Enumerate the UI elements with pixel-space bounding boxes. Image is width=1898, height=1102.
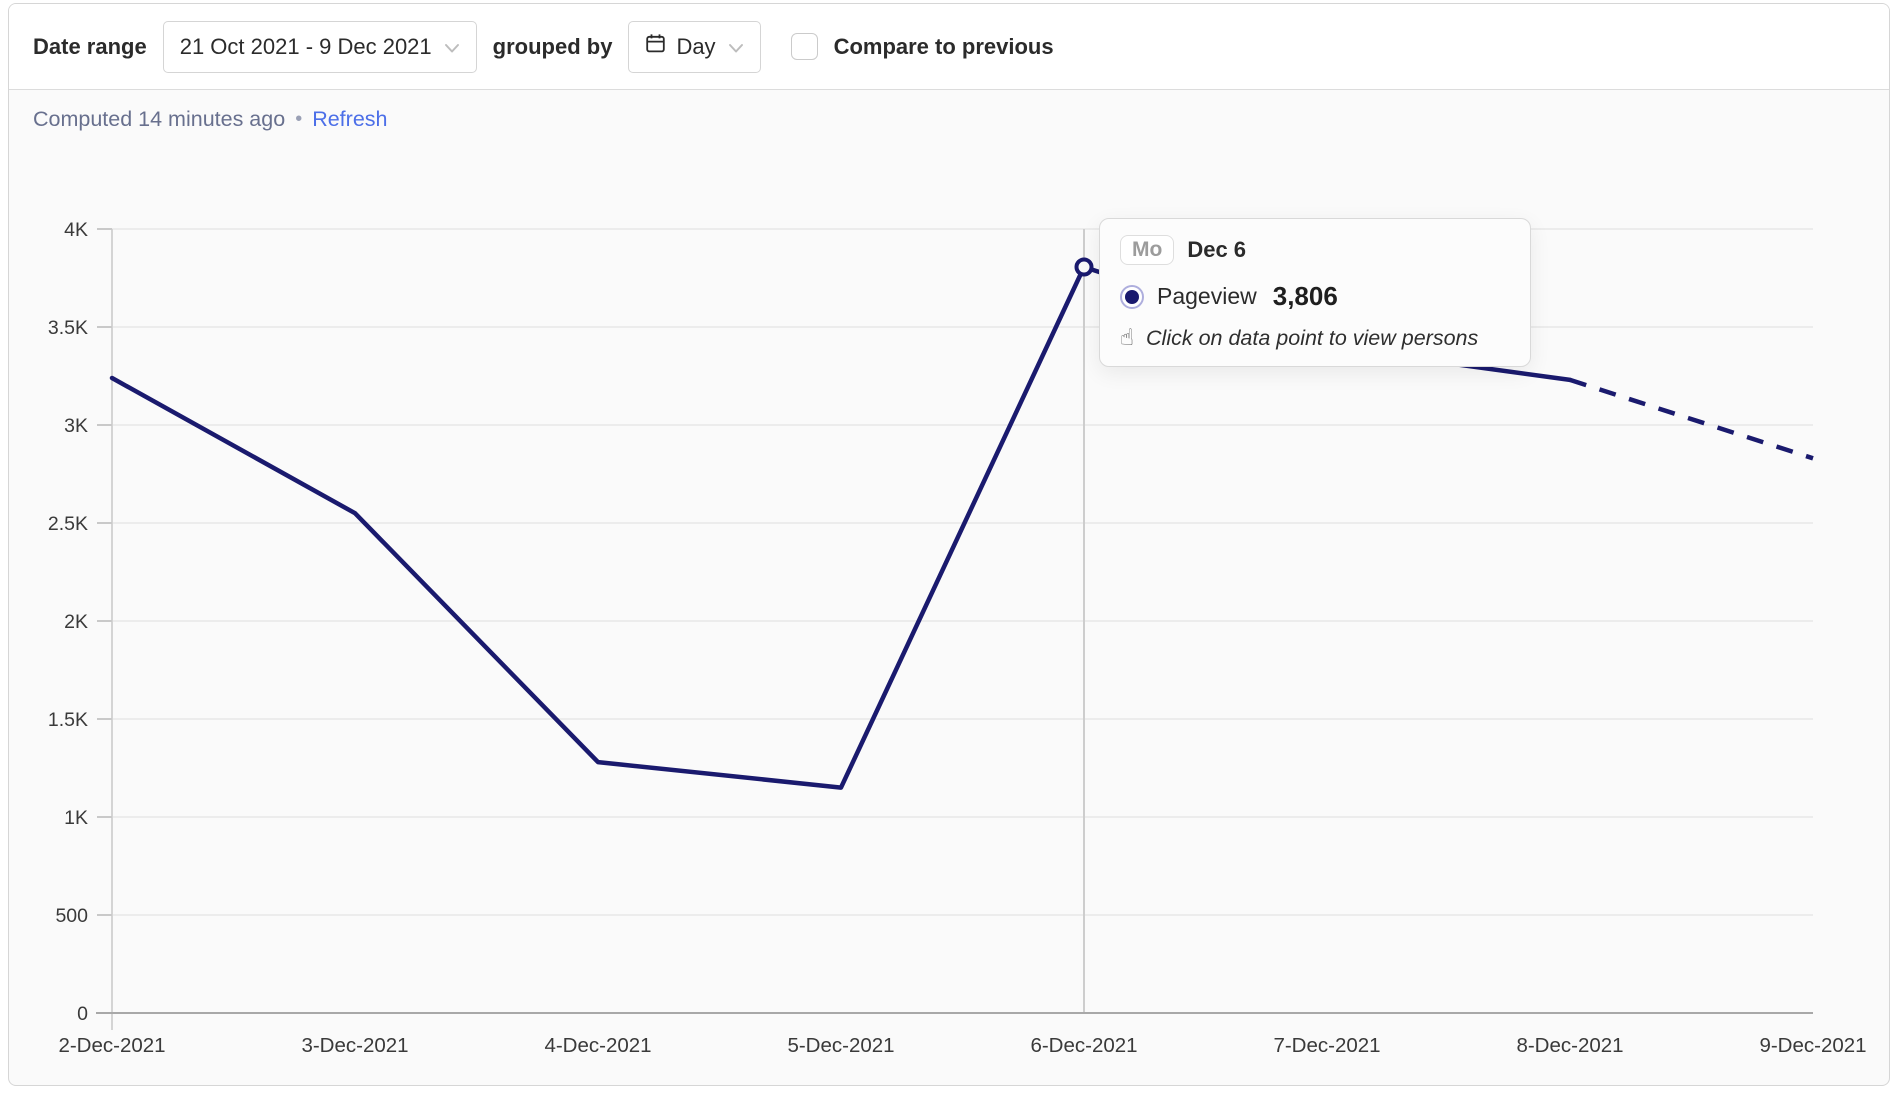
filters-toolbar: Date range 21 Oct 2021 - 9 Dec 2021 grou… [9,4,1889,90]
tooltip-date: Dec 6 [1187,237,1247,262]
chevron-down-icon [728,34,744,60]
separator-dot: • [295,108,303,130]
insight-card: Date range 21 Oct 2021 - 9 Dec 2021 grou… [8,3,1890,1086]
refresh-link[interactable]: Refresh [312,107,388,131]
compare-checkbox[interactable] [790,33,818,60]
calendar-icon [645,33,666,60]
grouped-by-label: grouped by [492,33,613,59]
chevron-down-icon [444,34,460,60]
interval-value: Day [676,33,716,59]
weekday-badge: Mo [1120,235,1175,265]
pointer-hand-icon: ☝ [1120,325,1135,351]
chart-tooltip: Mo Dec 6 Pageview 3,806 ☝ Click on data … [1099,218,1531,367]
date-range-label: Date range [33,33,147,59]
computed-status-row: Computed 14 minutes ago • Refresh [9,90,1889,132]
date-range-select[interactable]: 21 Oct 2021 - 9 Dec 2021 [162,20,477,73]
interval-select[interactable]: Day [628,20,761,73]
date-range-value: 21 Oct 2021 - 9 Dec 2021 [179,33,432,59]
series-color-icon [1120,284,1144,309]
tooltip-series-value: 3,806 [1272,281,1338,311]
computed-timestamp: Computed 14 minutes ago [33,107,286,131]
compare-checkbox-label[interactable]: Compare to previous [833,33,1054,59]
tooltip-series-name: Pageview [1157,283,1257,309]
tooltip-hint: Click on data point to view persons [1146,326,1479,350]
